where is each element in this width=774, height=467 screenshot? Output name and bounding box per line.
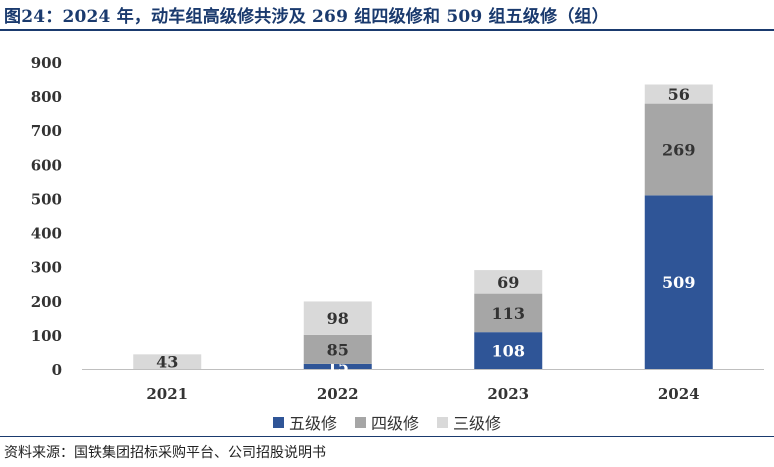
x-tick-label: 2023 [487,385,529,403]
data-label: 108 [492,342,525,361]
x-tick-label: 2022 [317,385,359,403]
stacked-bar-chart: 0100200300400500600700800900432021158598… [31,54,764,403]
data-label: 43 [156,353,178,372]
bar-segment [133,354,202,369]
source-note: 资料来源：国铁集团招标采购平台、公司招股说明书 [4,445,326,461]
y-tick-label: 300 [31,259,62,277]
legend-swatch-series-0 [272,416,284,428]
data-label: 98 [327,309,349,328]
legend-label-series-1: 四级修 [370,414,419,433]
y-tick-label: 500 [31,190,62,208]
legend-item-series-1: 四级修 [354,410,419,434]
bar-segment [474,270,543,294]
data-label: 69 [497,273,519,292]
data-label: 85 [327,340,349,359]
legend-label-series-2: 三级修 [453,414,502,433]
legend-label-series-0: 五级修 [288,414,337,433]
y-tick-label: 700 [31,122,62,140]
y-tick-label: 0 [52,361,62,379]
legend-item-series-0: 五级修 [272,410,337,434]
data-label: 56 [668,85,690,104]
bar-segment [474,332,543,369]
legend-swatch-series-2 [437,416,448,428]
y-tick-label: 200 [31,293,62,311]
x-tick-label: 2024 [658,385,700,403]
bar-segment [303,334,372,364]
data-label: 113 [492,304,525,323]
y-tick-label: 600 [31,156,62,174]
figure-title: 图24：2024 年，动车组高级修共涉及 269 组四级修和 509 组五级修（… [4,7,609,27]
bar-segment [644,84,713,104]
y-tick-label: 100 [31,327,62,345]
bar-segment [644,195,713,369]
bar-segment [303,301,372,335]
title-divider [0,29,774,31]
source-divider [0,436,774,437]
y-tick-label: 900 [31,54,62,72]
bar-segment [644,103,713,196]
data-label: 269 [662,140,695,159]
bar-segment [303,363,372,369]
chart-legend: 五级修 四级修 三级修 [0,410,774,434]
x-tick-label: 2021 [146,385,188,403]
legend-swatch-series-1 [354,416,366,428]
bar-segment [474,293,543,333]
y-tick-label: 800 [31,88,62,106]
data-label: 509 [662,273,695,292]
y-tick-label: 400 [31,225,62,243]
legend-item-series-2: 三级修 [437,410,501,434]
